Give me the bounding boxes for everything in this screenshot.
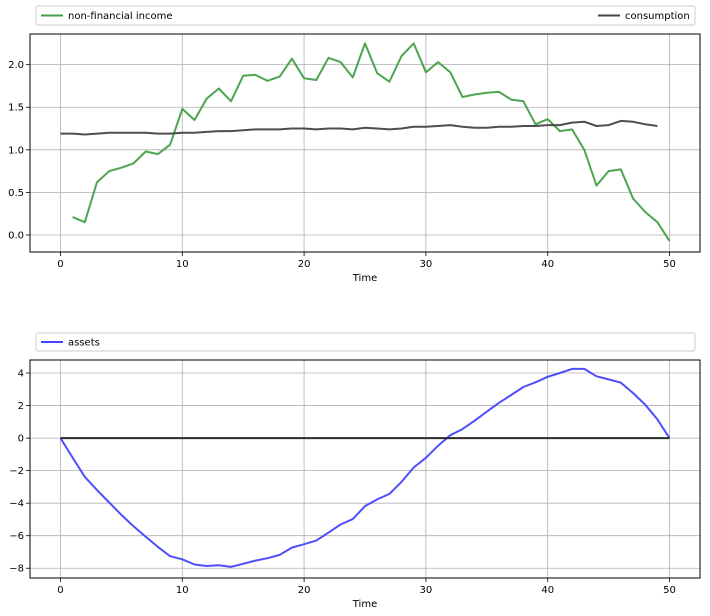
y-tick-label: 1.5 bbox=[8, 103, 24, 114]
x-tick-label: 20 bbox=[298, 259, 311, 270]
x-tick-label: 10 bbox=[176, 585, 189, 596]
chart-1: 0 10 20 30 40 50 0.0 0.5 1.0 1.5 2.0 Time non-financ… bbox=[8, 5, 701, 284]
y-tick-label: 4 bbox=[18, 369, 24, 380]
legend-label: non-financial income bbox=[68, 11, 173, 22]
y-tick-label: −6 bbox=[9, 531, 24, 542]
y-tick-label: 0.5 bbox=[8, 188, 24, 199]
x-tick-label: 30 bbox=[420, 259, 433, 270]
y-tick-label: 0 bbox=[18, 434, 24, 445]
x-tick-label: 40 bbox=[541, 585, 554, 596]
legend-label: assets bbox=[68, 338, 100, 349]
axes-frame bbox=[29, 33, 701, 253]
series-line-non-financial-income bbox=[72, 42, 671, 242]
x-tick-label: 0 bbox=[57, 259, 63, 270]
y-tick-label: 0.0 bbox=[8, 230, 24, 241]
x-tick-label: 10 bbox=[176, 259, 189, 270]
legend-box bbox=[35, 5, 696, 26]
chart-2: 0 10 20 30 40 50 −8 −6 −4 −2 0 2 4 Time assets bbox=[9, 332, 701, 610]
y-tick-label: −2 bbox=[9, 466, 24, 477]
series-line-assets bbox=[59, 367, 671, 568]
y-tick-label: −4 bbox=[9, 499, 24, 510]
y-tick-label: 2.0 bbox=[8, 60, 24, 71]
legend-box bbox=[35, 332, 696, 352]
x-tick-label: 20 bbox=[298, 585, 311, 596]
legend-label: consumption bbox=[625, 11, 690, 22]
y-tick-label: −8 bbox=[9, 564, 24, 575]
x-axis-label: Time bbox=[352, 273, 377, 284]
y-tick-label: 2 bbox=[18, 401, 24, 412]
series-line-consumption bbox=[60, 119, 658, 136]
x-tick-label: 30 bbox=[420, 585, 433, 596]
x-tick-label: 50 bbox=[663, 585, 676, 596]
y-tick-label: 1.0 bbox=[8, 145, 24, 156]
x-axis-label: Time bbox=[352, 599, 377, 610]
x-tick-label: 50 bbox=[663, 259, 676, 270]
x-tick-label: 40 bbox=[541, 259, 554, 270]
x-tick-label: 0 bbox=[57, 585, 63, 596]
axes-frame bbox=[29, 359, 701, 579]
